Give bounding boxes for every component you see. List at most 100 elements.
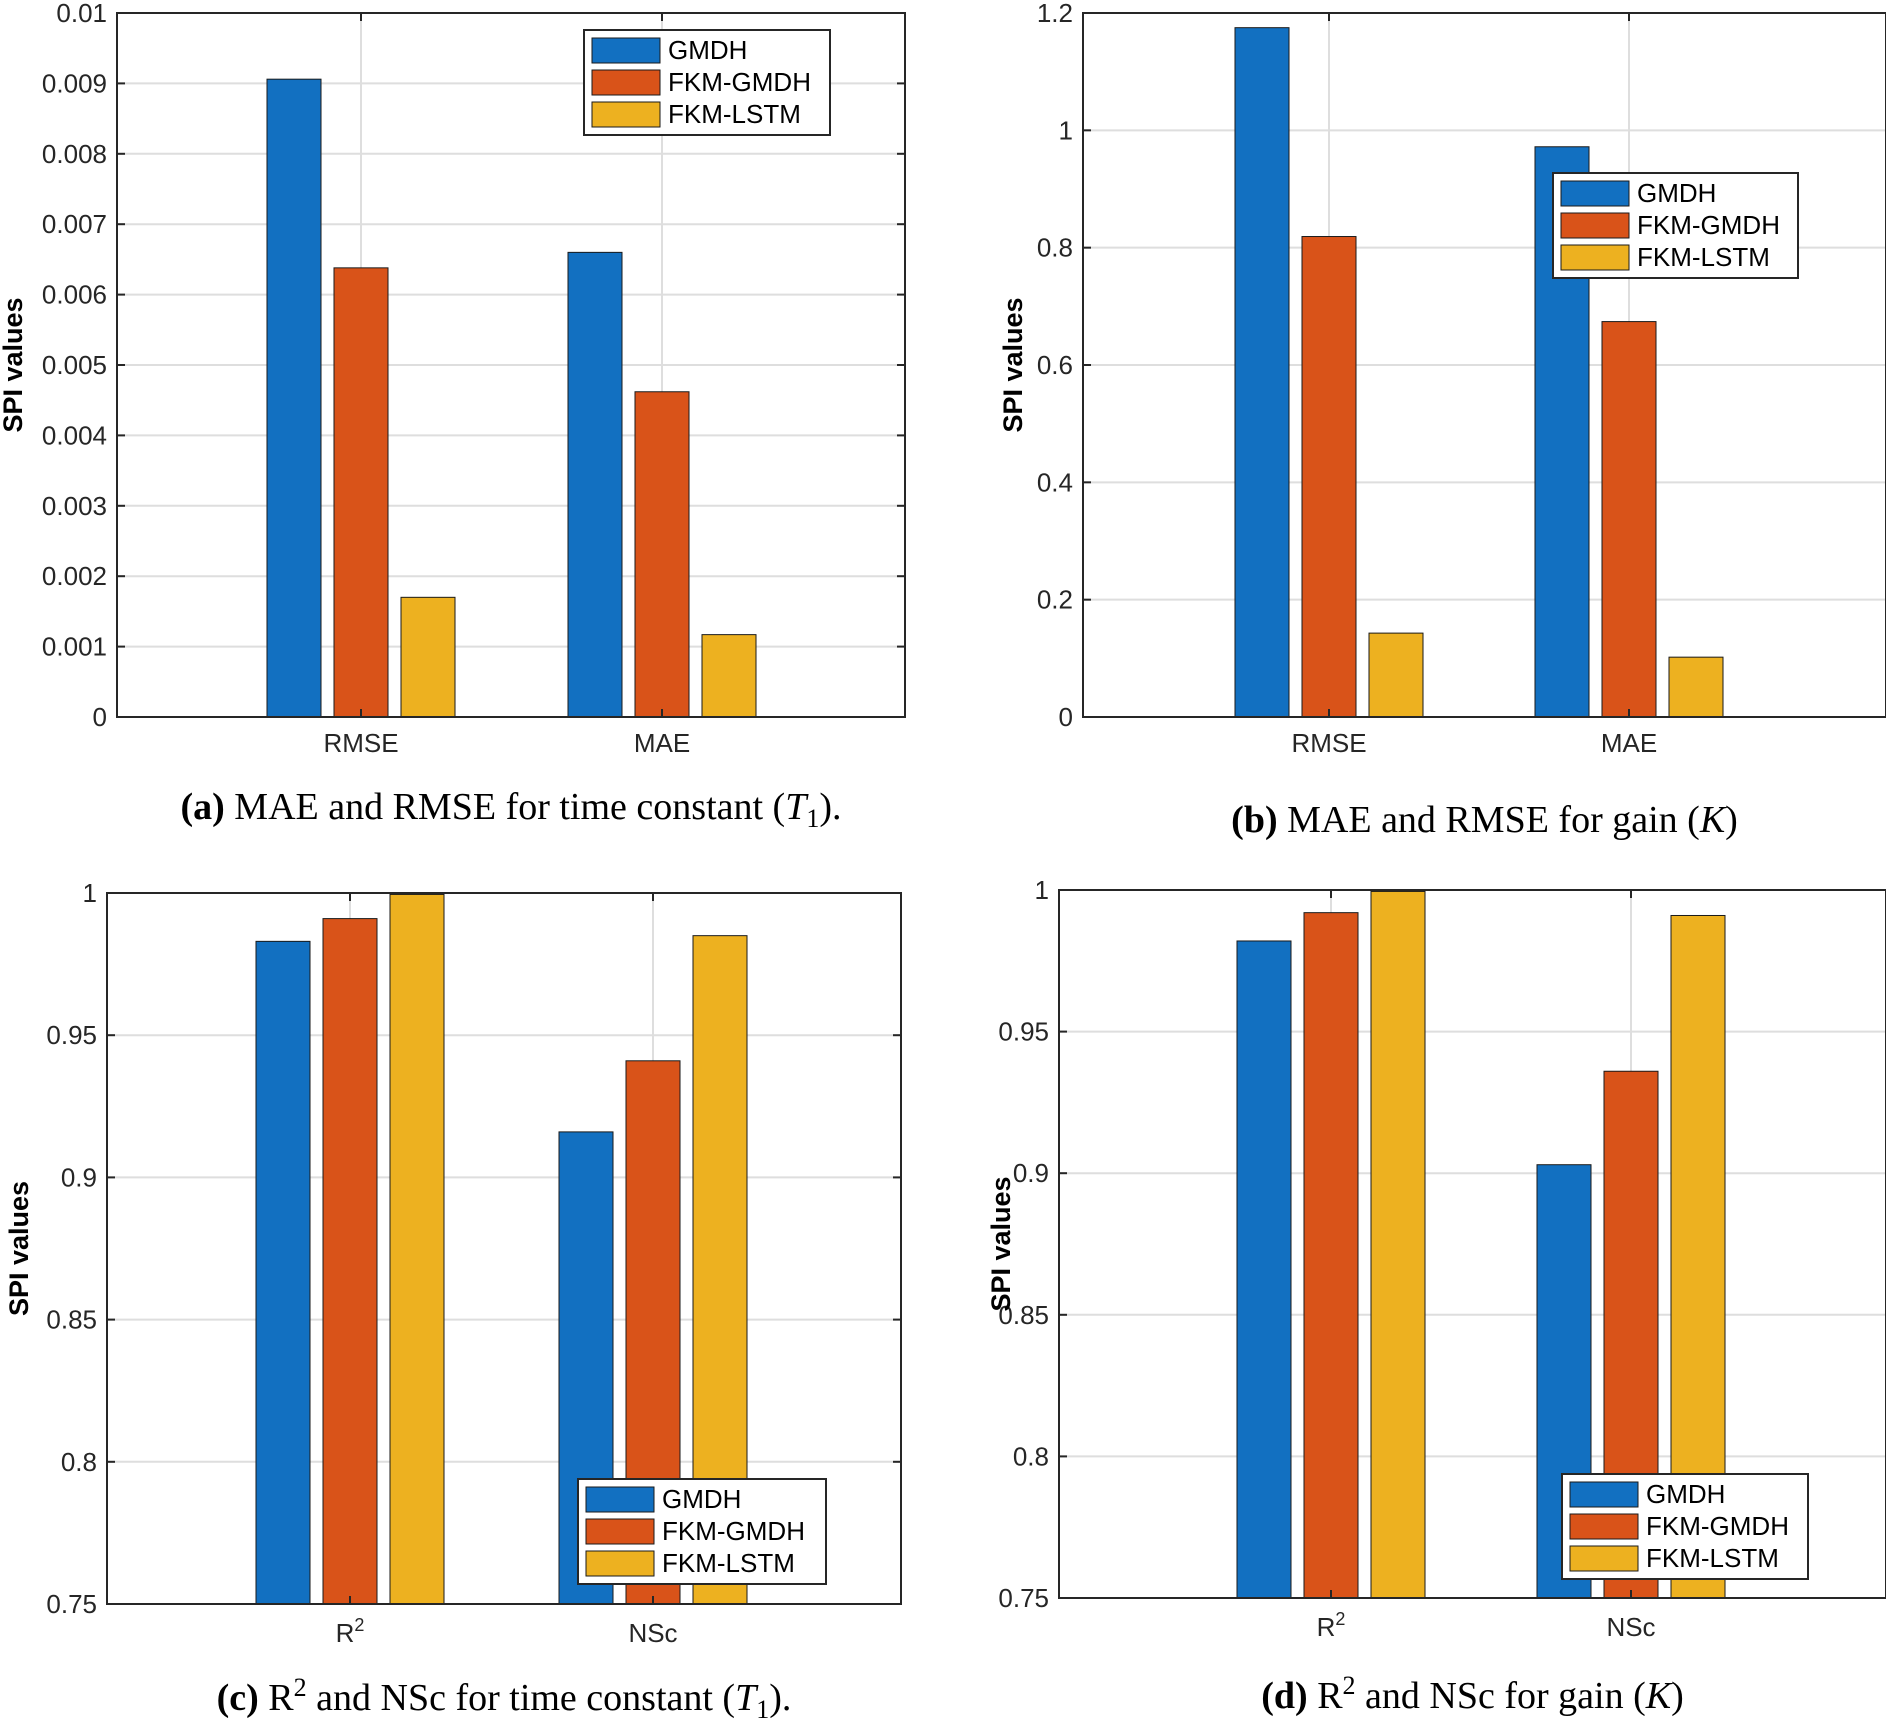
y-tick-label: 0.75 (998, 1583, 1049, 1613)
caption-var: K (1699, 799, 1727, 841)
y-tick-label: 0.8 (61, 1447, 97, 1477)
bar-fkm-lstm-rmse (400, 596, 456, 718)
y-tick-label: 0.8 (1037, 233, 1073, 263)
caption: (b) MAE and RMSE for gain (K) (1231, 799, 1738, 841)
legend-swatch-fkm-lstm (1569, 1545, 1639, 1572)
legend-label-fkm-lstm: FKM-LSTM (668, 99, 801, 129)
chart-panel-a: 0 0.001 0.002 0.003 0.004 0.005 0.006 0.007 0.00… (0, 0, 906, 833)
bar-fkm-gmdh-mae (634, 391, 690, 718)
legend-label-fkm-lstm: FKM-LSTM (1637, 242, 1770, 272)
x-tick-label-mae: MAE (1601, 728, 1657, 758)
legend-swatch-fkm-lstm (1560, 244, 1630, 271)
bar-fkm-gmdh-mae (1601, 321, 1657, 718)
bar-gmdh-r (1236, 940, 1292, 1599)
bar-fkm-gmdh-r (1303, 912, 1359, 1599)
caption-text: R (1308, 1675, 1344, 1717)
bar-fkm-lstm-r (1370, 890, 1426, 1599)
caption-sub: 1 (756, 1695, 769, 1720)
x-tick-label-text: R (336, 1618, 355, 1648)
x-tick-label-nsc: NSc (1606, 1612, 1655, 1642)
y-tick-label: 0.9 (61, 1162, 97, 1192)
y-tick-label: 0.003 (42, 491, 107, 521)
y-tick-label: 0.01 (56, 0, 107, 28)
legend-swatch-fkm-lstm (591, 101, 661, 128)
y-tick-label: 0.9 (1013, 1158, 1049, 1188)
x-tick-label-text: MAE (634, 728, 690, 758)
legend-label-fkm-gmdh: FKM-GMDH (1637, 210, 1780, 240)
caption-text: MAE and RMSE for gain ( (1278, 799, 1700, 841)
legend-swatch-gmdh (591, 37, 661, 64)
y-tick-label: 0.6 (1037, 350, 1073, 380)
y-tick-label: 0.008 (42, 139, 107, 169)
bar-fkm-lstm-r (389, 893, 445, 1605)
x-tick-label-text: RMSE (323, 728, 398, 758)
legend-swatch-gmdh (1569, 1481, 1639, 1508)
y-tick-label: 1 (1059, 115, 1073, 145)
bar-fkm-gmdh-rmse (1301, 236, 1357, 718)
legend-label-fkm-gmdh: FKM-GMDH (662, 1516, 805, 1546)
y-tick-label: 0.005 (42, 350, 107, 380)
y-tick-label: 0.004 (42, 420, 107, 450)
y-tick-label: 0 (93, 702, 107, 732)
grid (1083, 13, 1886, 717)
bar-gmdh-rmse (266, 78, 322, 718)
y-axis-label: SPI values (986, 1176, 1016, 1311)
caption-var: T (735, 1677, 759, 1719)
x-tick-label-text: RMSE (1291, 728, 1366, 758)
caption-end: ) (1725, 799, 1738, 841)
caption: (a) MAE and RMSE for time constant (T1). (180, 786, 841, 833)
y-tick-label: 1 (1035, 875, 1049, 905)
x-tick-label-nsc: NSc (628, 1618, 677, 1648)
x-tick-label-r: R2 (1317, 1609, 1346, 1642)
legend-label-fkm-gmdh: FKM-GMDH (1646, 1511, 1789, 1541)
caption-sup: 2 (294, 1673, 307, 1702)
y-axis-label: SPI values (4, 1181, 34, 1316)
bar-gmdh-rmse (1234, 27, 1290, 718)
axes-box (106, 892, 902, 1605)
legend-swatch-fkm-gmdh (591, 69, 661, 96)
bar-fkm-lstm-mae (701, 634, 757, 718)
legend-swatch-gmdh (585, 1486, 655, 1513)
y-tick-label: 1 (83, 878, 97, 908)
legend-label-gmdh: GMDH (1637, 178, 1716, 208)
legend-swatch-gmdh (1560, 180, 1630, 207)
caption-sup: 2 (1343, 1671, 1356, 1700)
x-tick-label-sup: 2 (354, 1615, 364, 1635)
caption-var: K (1645, 1675, 1673, 1717)
legend-swatch-fkm-gmdh (1569, 1513, 1639, 1540)
y-tick-label: 0.85 (998, 1300, 1049, 1330)
caption-text: R (259, 1677, 295, 1719)
legend-label-gmdh: GMDH (668, 35, 747, 65)
y-tick-label: 0.4 (1037, 467, 1073, 497)
caption-text2: and NSc for time constant ( (307, 1677, 735, 1719)
legend-label-fkm-lstm: FKM-LSTM (662, 1548, 795, 1578)
caption-end: ). (769, 1677, 791, 1719)
legend-swatch-fkm-gmdh (1560, 212, 1630, 239)
bar-gmdh-r (255, 940, 311, 1605)
y-tick-label: 0.95 (998, 1017, 1049, 1047)
y-tick-label: 0 (1059, 702, 1073, 732)
legend-label-gmdh: GMDH (662, 1484, 741, 1514)
legend-swatch-fkm-gmdh (585, 1518, 655, 1545)
caption: (d) R2 and NSc for gain (K) (1261, 1671, 1684, 1717)
x-tick-label-r: R2 (336, 1615, 365, 1648)
caption-sub: 1 (806, 804, 819, 833)
y-tick-label: 0.75 (46, 1589, 97, 1619)
legend-label-gmdh: GMDH (1646, 1479, 1725, 1509)
caption: (c) R2 and NSc for time constant (T1). (217, 1673, 792, 1720)
x-tick-label-text: NSc (628, 1618, 677, 1648)
bar-fkm-gmdh-rmse (333, 267, 389, 718)
x-tick-label-rmse: RMSE (323, 728, 398, 758)
axes-box (1058, 889, 1886, 1599)
y-tick-label: 0.95 (46, 1020, 97, 1050)
y-axis: 0.75 0.8 0.85 0.9 0.95 1 (998, 875, 1632, 1613)
y-tick-label: 0.006 (42, 280, 107, 310)
